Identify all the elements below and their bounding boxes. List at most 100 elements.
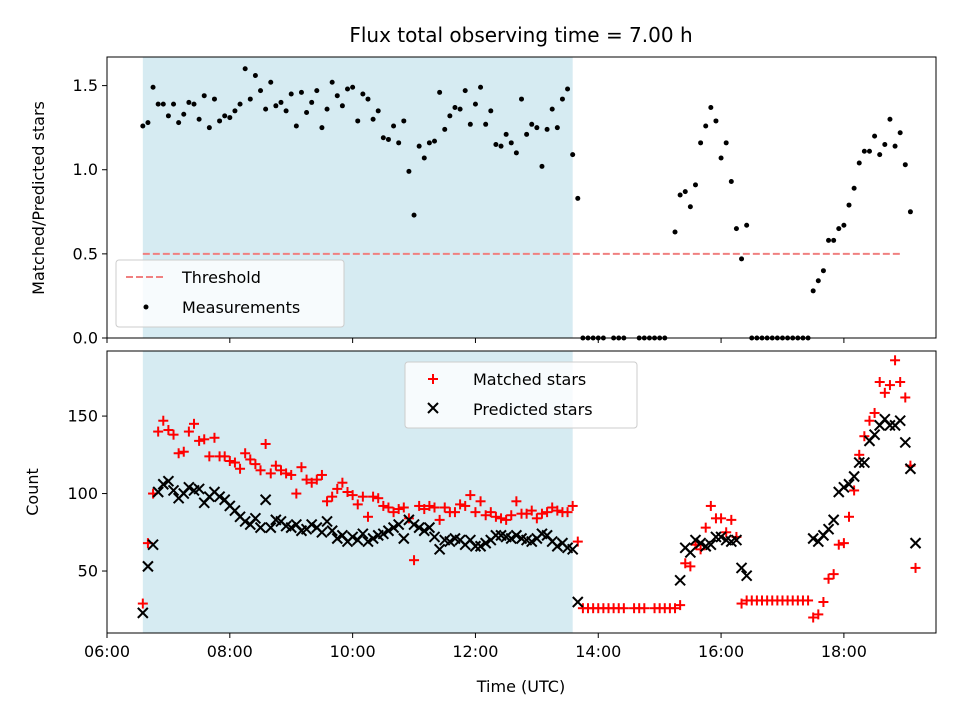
matched-star-point bbox=[680, 558, 691, 569]
matched-star-point bbox=[393, 504, 404, 515]
bottom-legend: Matched stars Predicted stars bbox=[404, 361, 638, 429]
measurement-point bbox=[877, 152, 883, 158]
measurement-point bbox=[252, 73, 258, 79]
measurement-point bbox=[861, 148, 867, 154]
measurement-point bbox=[565, 86, 571, 92]
x-tick-label: 18:00 bbox=[821, 642, 867, 661]
x-tick-label: 14:00 bbox=[575, 642, 621, 661]
matched-star-point bbox=[618, 603, 629, 614]
predicted-star-point bbox=[392, 518, 405, 531]
predicted-star-point bbox=[909, 537, 922, 549]
measurement-point bbox=[171, 101, 177, 107]
matched-star-point bbox=[439, 502, 450, 513]
top-legend: Threshold Measurements bbox=[115, 259, 345, 328]
predicted-star-point bbox=[715, 531, 727, 543]
measurement-point bbox=[467, 121, 473, 127]
predicted-star-point bbox=[853, 456, 865, 469]
measurement-point bbox=[882, 141, 888, 147]
legend-predicted-label: Predicted stars bbox=[473, 400, 593, 419]
measurement-point bbox=[375, 108, 381, 114]
matched-star-point bbox=[864, 415, 875, 426]
measurement-point bbox=[810, 288, 816, 294]
measurement-point bbox=[339, 103, 345, 109]
matched-star-point bbox=[485, 507, 496, 518]
matched-star-point bbox=[296, 462, 307, 473]
bottom-tick-group: 50 100 150 06:00 08:00 10:00 12:00 14:00 16:00 18… bbox=[67, 407, 866, 661]
predicted-star-point bbox=[423, 521, 436, 534]
measurement-point bbox=[222, 113, 228, 119]
measurement-point bbox=[334, 93, 340, 99]
matched-star-point bbox=[874, 376, 885, 387]
predicted-star-point bbox=[827, 514, 840, 526]
matched-star-point bbox=[736, 598, 747, 609]
measurement-point bbox=[744, 222, 750, 228]
top-y-tick-label: 1.0 bbox=[73, 160, 98, 179]
measurement-point bbox=[345, 86, 351, 92]
predicted-star-point bbox=[321, 515, 333, 528]
matched-star-point bbox=[884, 380, 895, 391]
x-tick-label: 06:00 bbox=[84, 642, 130, 661]
measurement-point bbox=[462, 88, 468, 94]
measurement-point bbox=[380, 135, 386, 141]
predicted-star-point bbox=[362, 535, 374, 548]
measurement-point bbox=[851, 185, 857, 191]
measurement-point bbox=[728, 179, 734, 185]
predicted-star-point bbox=[382, 525, 395, 537]
measurement-point bbox=[447, 113, 453, 119]
measurement-point bbox=[559, 96, 565, 102]
measurement-point bbox=[897, 130, 903, 136]
matched-star-point bbox=[352, 499, 363, 510]
measurement-point bbox=[196, 116, 202, 122]
measurement-point bbox=[483, 121, 489, 127]
top-y-axis-label: Matched/Predicted stars bbox=[29, 101, 48, 295]
predicted-star-point bbox=[807, 532, 819, 545]
matched-star-point bbox=[531, 513, 542, 524]
matched-star-point bbox=[552, 505, 563, 516]
matched-star-point bbox=[245, 454, 256, 465]
matched-star-point bbox=[716, 513, 727, 524]
matched-star-point bbox=[490, 511, 501, 522]
measurement-point bbox=[529, 121, 535, 127]
matched-star-point bbox=[281, 468, 292, 479]
predicted-star-point bbox=[694, 537, 707, 549]
measurement-point bbox=[841, 222, 847, 228]
matched-star-point bbox=[833, 539, 844, 550]
legend-measurements-label: Measurements bbox=[182, 298, 300, 317]
measurement-point bbox=[708, 104, 714, 110]
matched-star-point bbox=[562, 507, 573, 518]
measurement-point bbox=[831, 237, 837, 243]
matched-star-point bbox=[506, 510, 517, 521]
matched-star-point bbox=[869, 407, 880, 418]
measurement-point bbox=[549, 106, 555, 112]
matched-star-point bbox=[362, 511, 373, 522]
measurement-point bbox=[698, 140, 704, 146]
matched-star-point bbox=[813, 609, 824, 620]
measurement-point bbox=[155, 101, 161, 107]
measurement-point bbox=[739, 256, 745, 262]
measurement-point bbox=[437, 89, 443, 95]
measurement-point bbox=[472, 101, 478, 107]
measurement-point bbox=[524, 131, 530, 137]
measurement-point bbox=[539, 163, 545, 169]
predicted-star-point bbox=[326, 525, 338, 537]
predicted-star-point bbox=[572, 596, 584, 608]
predicted-star-point bbox=[265, 521, 277, 534]
top-y-tick-label: 0.5 bbox=[73, 244, 98, 263]
measurement-point bbox=[329, 79, 335, 85]
top-y-tick-label: 0.0 bbox=[73, 329, 98, 348]
predicted-star-point bbox=[884, 419, 896, 432]
measurement-point bbox=[150, 84, 156, 90]
measurement-point bbox=[508, 140, 514, 146]
predicted-star-point bbox=[428, 531, 441, 543]
matched-star-point bbox=[542, 507, 553, 518]
matched-star-point bbox=[137, 598, 148, 609]
measurement-point bbox=[452, 104, 458, 110]
predicted-star-point bbox=[730, 534, 743, 546]
measurement-point bbox=[846, 202, 852, 208]
bottom-y-axis-label: Count bbox=[23, 468, 42, 516]
x-tick-label: 12:00 bbox=[452, 642, 498, 661]
predicted-star-point bbox=[899, 436, 912, 449]
predicted-star-point bbox=[843, 478, 855, 490]
predicted-star-point bbox=[490, 529, 502, 542]
